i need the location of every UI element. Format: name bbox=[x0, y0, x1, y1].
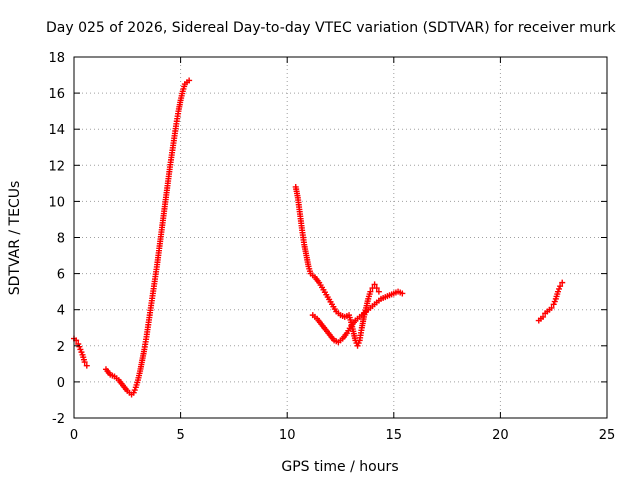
chart-title: Day 025 of 2026, Sidereal Day-to-day VTE… bbox=[46, 20, 616, 36]
data-point bbox=[130, 389, 137, 396]
x-tick-label: 10 bbox=[279, 428, 296, 443]
y-tick-label: 2 bbox=[57, 340, 65, 355]
x-tick-label: 5 bbox=[176, 428, 184, 443]
y-tick-label: 6 bbox=[57, 268, 65, 283]
y-tick-label: 14 bbox=[48, 123, 65, 138]
data-point bbox=[77, 346, 84, 353]
data-point bbox=[551, 298, 558, 305]
data-point bbox=[76, 343, 83, 350]
data-point bbox=[550, 301, 557, 308]
x-tick-label: 15 bbox=[386, 428, 403, 443]
y-tick-label: 18 bbox=[48, 51, 65, 66]
data-point bbox=[131, 387, 138, 394]
data-point bbox=[186, 77, 193, 84]
x-axis-label: GPS time / hours bbox=[281, 459, 398, 475]
data-point bbox=[556, 285, 563, 292]
data-point bbox=[540, 313, 547, 320]
y-tick-label: 4 bbox=[57, 304, 65, 319]
y-tick-label: -2 bbox=[52, 412, 65, 427]
x-tick-label: 0 bbox=[70, 428, 78, 443]
data-point bbox=[83, 362, 90, 369]
y-tick-label: 0 bbox=[57, 376, 65, 391]
data-point bbox=[559, 279, 566, 286]
plot-frame bbox=[73, 56, 608, 419]
x-tick-label: 20 bbox=[492, 428, 509, 443]
data-point bbox=[371, 281, 378, 288]
data-points bbox=[71, 77, 566, 398]
data-point bbox=[81, 359, 88, 366]
data-point bbox=[554, 288, 561, 295]
y-axis-label: SDTVAR / TECUs bbox=[7, 181, 23, 296]
data-point bbox=[557, 283, 564, 290]
x-tick-label: 25 bbox=[599, 428, 616, 443]
y-tick-label: 16 bbox=[48, 87, 65, 102]
data-point bbox=[367, 288, 374, 295]
y-tick-label: 8 bbox=[57, 232, 65, 247]
data-point bbox=[355, 340, 362, 347]
data-point bbox=[373, 285, 380, 292]
data-point bbox=[78, 349, 85, 356]
axis-ticks: 0 5 10 15 20 25 -2 0 2 4 6 8 10 12 14 16 18 bbox=[48, 51, 615, 443]
y-tick-label: 12 bbox=[48, 159, 65, 174]
grid bbox=[74, 57, 607, 418]
data-point bbox=[399, 290, 406, 297]
y-tick-label: 10 bbox=[48, 195, 65, 210]
data-point bbox=[375, 288, 382, 295]
data-point bbox=[354, 342, 361, 349]
data-point bbox=[548, 304, 555, 311]
